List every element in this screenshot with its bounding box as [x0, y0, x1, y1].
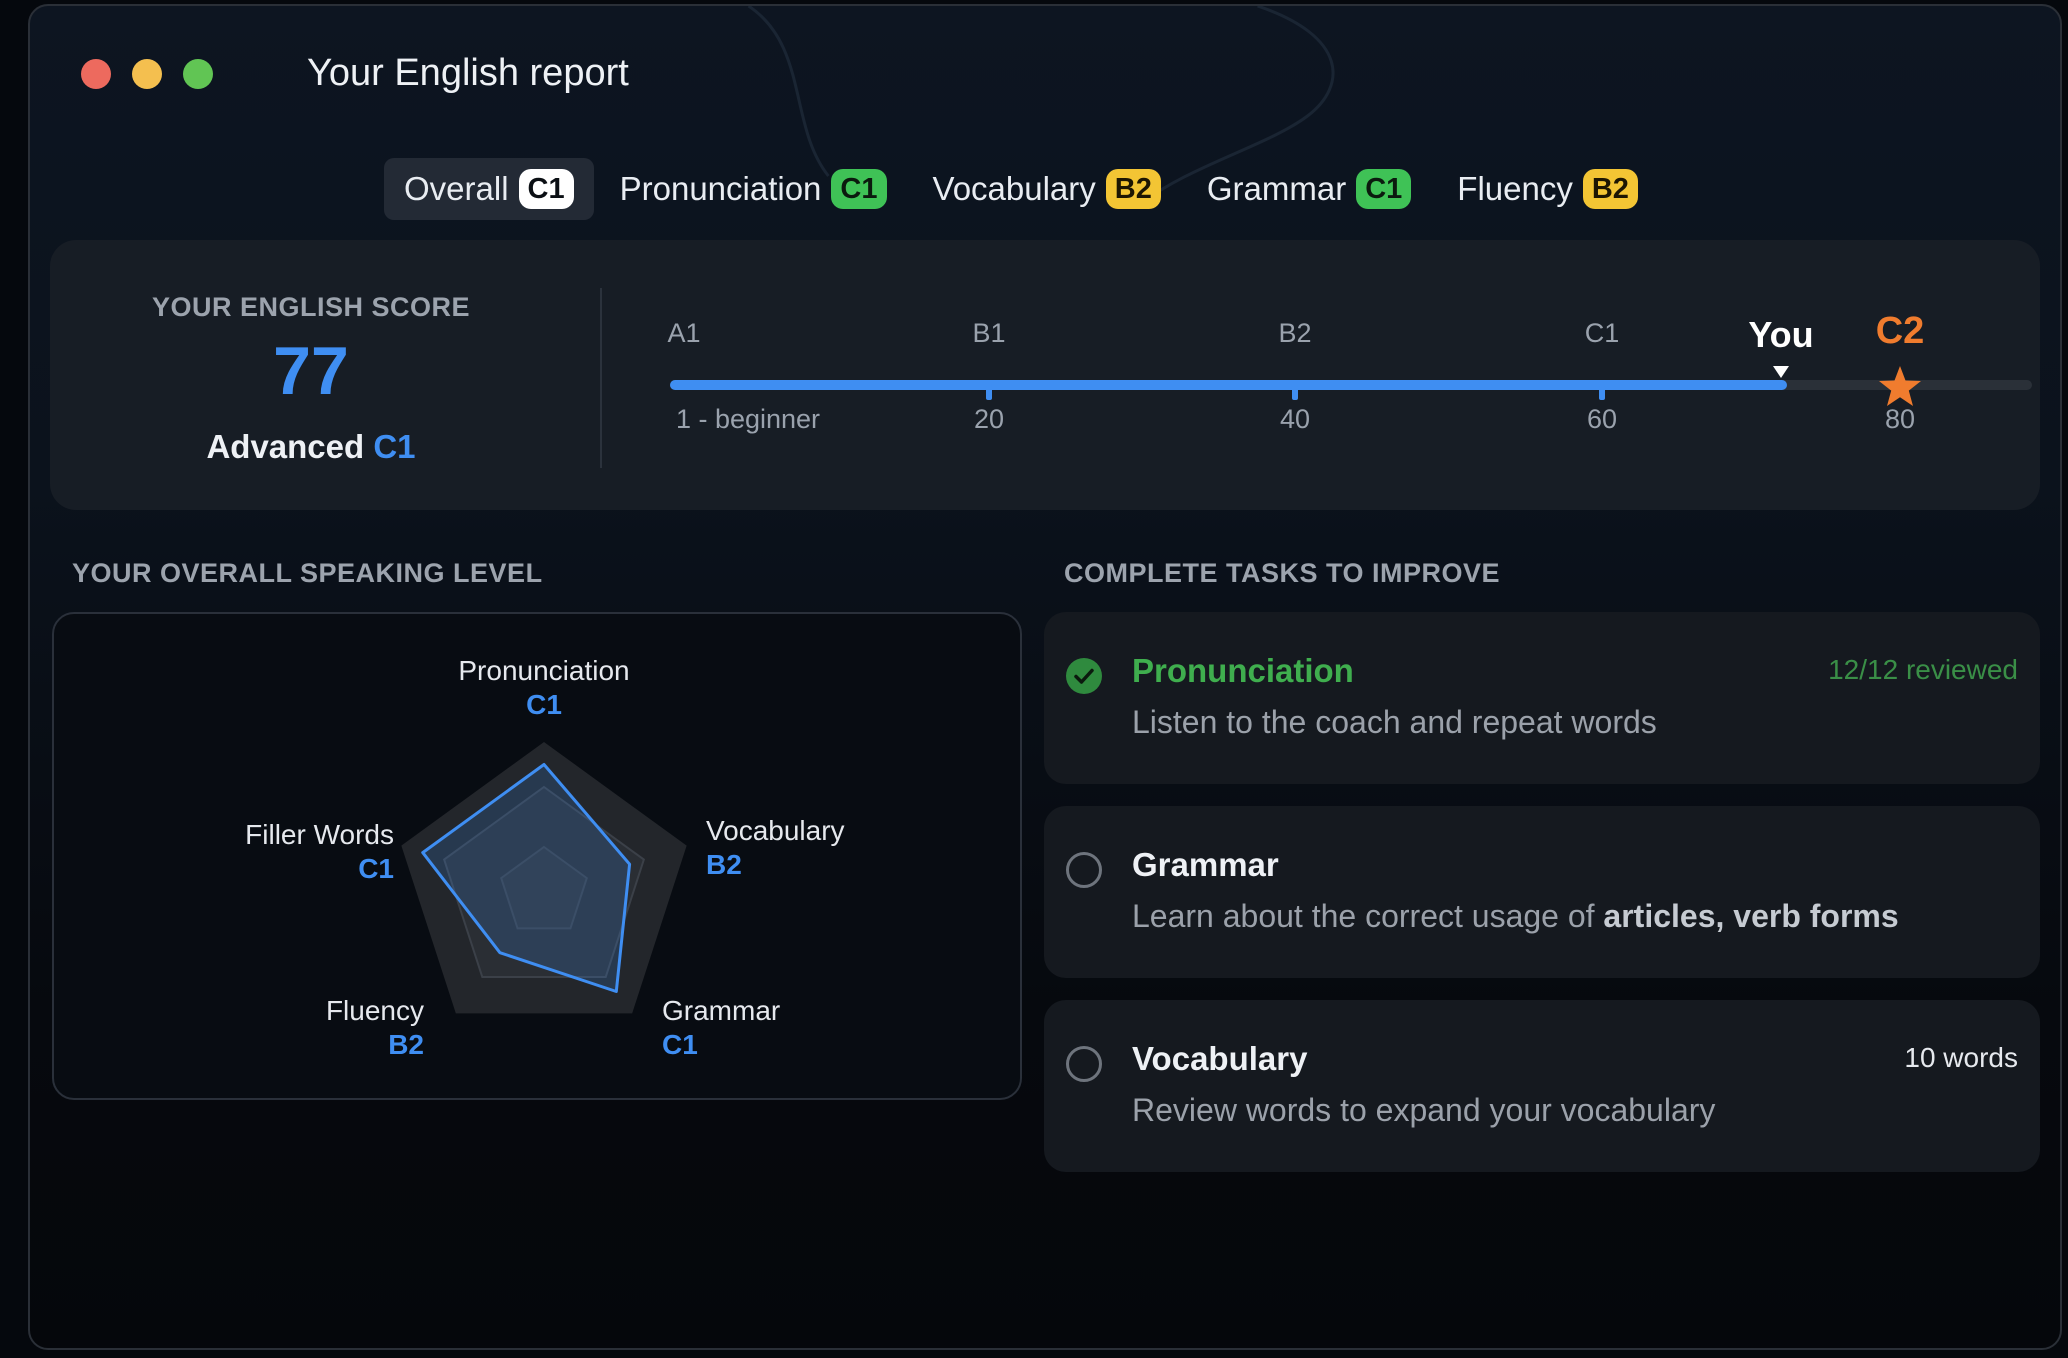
tab-label: Pronunciation: [619, 170, 822, 207]
scale-level-label: A1: [667, 318, 701, 348]
tab-overall[interactable]: Overall C1: [384, 158, 594, 220]
you-marker-label: You: [1748, 314, 1814, 355]
level-badge: B2: [1582, 169, 1638, 209]
scale-progress-fill: [670, 380, 1787, 390]
axis-name: Pronunciation: [458, 655, 630, 686]
radar-label-vocabulary: Vocabulary B2: [706, 814, 845, 882]
radar-label-fluency: Fluency B2: [254, 994, 424, 1062]
app-window: Your English report Overall C1 Pronuncia…: [28, 4, 2062, 1350]
incomplete-circle-icon[interactable]: [1066, 852, 1102, 888]
axis-name: Fluency: [325, 995, 424, 1026]
axis-level: B2: [388, 1029, 424, 1060]
task-meta: 10 words: [1904, 1042, 2018, 1073]
radar-chart: [401, 742, 687, 1014]
level-badge: B2: [1105, 169, 1161, 209]
close-window-button[interactable]: [81, 59, 111, 89]
axis-level: C1: [662, 1029, 698, 1060]
zoom-window-button[interactable]: [183, 59, 213, 89]
level-scale: A1 B1 B2 C1 You C2 1 - beginner 20 40 60…: [50, 240, 2040, 510]
scale-level-label: B1: [972, 318, 1006, 348]
axis-level: C1: [526, 689, 562, 720]
axis-level: C1: [358, 853, 394, 884]
score-level-text: Advanced: [206, 428, 365, 465]
tab-label: Grammar: [1206, 170, 1347, 207]
task-title: Grammar: [1132, 846, 1279, 883]
axis-name: Vocabulary: [706, 815, 845, 846]
speaking-radar-card: Pronunciation C1 Vocabulary B2 Grammar C…: [52, 612, 1022, 1100]
radar-data-polygon: [421, 763, 632, 994]
tab-label: Vocabulary: [932, 170, 1096, 207]
score-level-code: C1: [373, 428, 416, 465]
tab-grammar[interactable]: Grammar C1: [1187, 158, 1431, 220]
task-pronunciation[interactable]: Pronunciation Listen to the coach and re…: [1044, 612, 2040, 784]
task-description-text: Learn about the correct usage of: [1132, 898, 1604, 934]
scale-number-label: 40: [1279, 404, 1311, 434]
scale-level-label: C1: [1584, 318, 1620, 348]
speaking-level-heading: YOUR OVERALL SPEAKING LEVEL: [72, 558, 543, 588]
task-description: Learn about the correct usage of article…: [1132, 898, 1899, 935]
score-summary: YOUR ENGLISH SCORE 77 Advanced C1: [50, 240, 572, 510]
axis-level: B2: [706, 849, 742, 880]
scale-number-label: 20: [973, 404, 1005, 434]
level-badge: C1: [518, 169, 574, 209]
scale-tick: [1599, 386, 1605, 400]
tab-label: Overall: [404, 170, 509, 207]
radar-label-filler-words: Filler Words C1: [184, 818, 394, 886]
completed-check-icon[interactable]: [1066, 658, 1102, 694]
scale-number-label: 80: [1884, 404, 1916, 434]
axis-name: Grammar: [662, 995, 781, 1026]
task-description-emphasis: articles, verb forms: [1603, 898, 1899, 934]
scale-number-label: 60: [1586, 404, 1618, 434]
window-title: Your English report: [307, 52, 629, 94]
scale-tick: [986, 386, 992, 400]
target-level-label: C2: [1875, 310, 1925, 352]
score-level: Advanced C1: [50, 428, 572, 466]
task-title: Pronunciation: [1132, 652, 1354, 689]
tab-vocabulary[interactable]: Vocabulary B2: [913, 158, 1181, 220]
scale-number-label: 1 - beginner: [675, 404, 821, 434]
tasks-heading: COMPLETE TASKS TO IMPROVE: [1064, 558, 1501, 588]
background-decoration: [747, 6, 1335, 208]
category-tabs: Overall C1 Pronunciation C1 Vocabulary B…: [384, 158, 1664, 220]
task-description: Review words to expand your vocabulary: [1132, 1092, 1716, 1128]
you-marker-arrow: [1773, 366, 1789, 378]
level-badge: C1: [831, 169, 887, 209]
minimize-window-button[interactable]: [132, 59, 162, 89]
task-title: Vocabulary: [1132, 1040, 1308, 1077]
score-caption: YOUR ENGLISH SCORE: [151, 292, 471, 322]
scale-level-label: B2: [1278, 318, 1312, 348]
radar-label-pronunciation: Pronunciation C1: [444, 654, 644, 722]
task-meta: 12/12 reviewed: [1828, 654, 2018, 685]
level-badge: C1: [1356, 169, 1412, 209]
score-card: YOUR ENGLISH SCORE 77 Advanced C1 A1 B1 …: [50, 240, 2040, 510]
task-vocabulary[interactable]: Vocabulary Review words to expand your v…: [1044, 1000, 2040, 1172]
tab-fluency[interactable]: Fluency B2: [1437, 158, 1658, 220]
score-value: 77: [273, 333, 349, 409]
tab-pronunciation[interactable]: Pronunciation C1: [600, 158, 907, 220]
incomplete-circle-icon[interactable]: [1066, 1046, 1102, 1082]
axis-name: Filler Words: [245, 819, 394, 850]
task-description: Listen to the coach and repeat words: [1132, 704, 1657, 740]
scale-tick: [1292, 386, 1298, 400]
task-grammar[interactable]: Grammar Learn about the correct usage of…: [1044, 806, 2040, 978]
star-icon: [1879, 366, 1921, 406]
radar-grid-ring: [500, 845, 588, 930]
radar-label-grammar: Grammar C1: [662, 994, 780, 1062]
divider: [600, 288, 602, 468]
tab-label: Fluency: [1457, 170, 1573, 207]
